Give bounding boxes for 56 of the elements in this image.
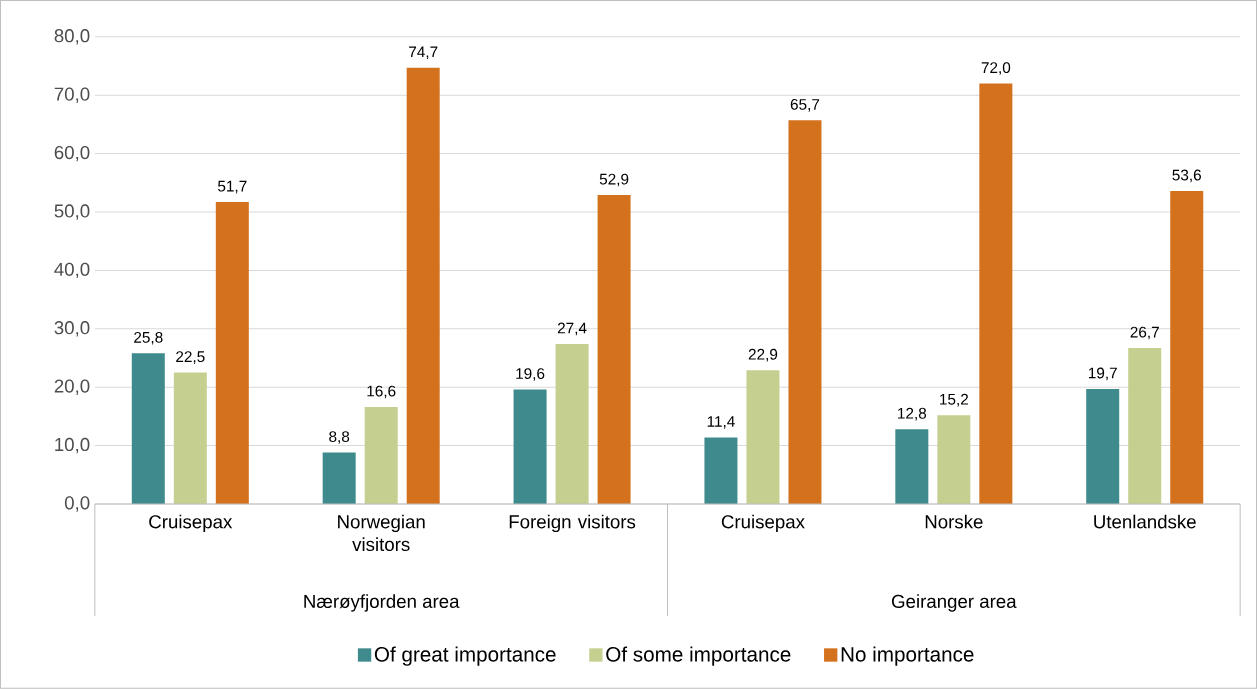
data-label: 19,7	[1088, 367, 1117, 381]
data-label: 22,9	[748, 348, 778, 362]
bar	[215, 202, 249, 505]
data-label: 19,6	[516, 368, 545, 381]
bar	[746, 370, 780, 505]
data-label: 8,8	[329, 431, 350, 444]
bar	[513, 389, 547, 505]
data-label: 65,7	[790, 99, 820, 112]
legend-label: Of some importance	[606, 646, 791, 666]
bar	[1128, 348, 1162, 505]
data-label: 15,2	[940, 393, 968, 407]
y-tick-label: 40,0	[54, 262, 90, 279]
data-label: 11,4	[707, 416, 735, 429]
x-tick-label: Cruisepax	[149, 514, 233, 533]
data-label: 51,7	[218, 180, 247, 194]
data-label: 53,6	[1172, 169, 1201, 183]
x-tick-label: Utenlandske	[1094, 514, 1196, 529]
bar	[364, 407, 398, 505]
x-tick-label: Foreign visitors	[509, 514, 636, 533]
legend-label: Of great importance	[374, 646, 556, 666]
x-tick-label: Norske	[925, 514, 983, 529]
data-label: 25,8	[134, 332, 163, 345]
data-label: 22,5	[176, 351, 205, 364]
legend-label: No importance	[841, 646, 974, 666]
y-tick-label: 60,0	[54, 145, 90, 162]
text: Geiranger area	[891, 594, 1017, 612]
data-label: 12,8	[898, 407, 927, 421]
bar	[173, 372, 207, 505]
bar	[131, 353, 165, 505]
y-tick-label: 50,0	[54, 204, 90, 220]
data-label: 26,7	[1130, 326, 1159, 340]
x-tick-label: Norwegian visitors	[338, 514, 425, 552]
y-tick-label: 20,0	[54, 379, 90, 395]
y-tick-label: 0,0	[64, 496, 90, 512]
bar	[937, 415, 971, 505]
y-tick-label: 30,0	[54, 321, 90, 337]
bar	[555, 344, 589, 505]
data-label: 72,0	[981, 62, 1011, 75]
bar	[788, 120, 822, 505]
data-label: 74,7	[409, 46, 438, 60]
bar	[406, 67, 440, 505]
bar	[322, 452, 356, 505]
bar	[704, 437, 738, 505]
y-tick-label: 70,0	[54, 87, 90, 104]
data-label: 16,6	[367, 385, 396, 399]
data-label: 52,9	[599, 173, 629, 187]
bar	[597, 195, 631, 505]
bar	[1086, 389, 1120, 505]
bar	[895, 429, 929, 505]
x-tick-label: Cruisepax	[721, 514, 805, 533]
bar	[979, 83, 1013, 505]
data-label: 27,4	[557, 322, 587, 336]
text: Nærøyfjorden area	[304, 594, 460, 612]
bar	[1170, 191, 1204, 505]
y-tick-label: 10,0	[55, 437, 90, 454]
y-tick-label: 80,0	[54, 29, 90, 45]
